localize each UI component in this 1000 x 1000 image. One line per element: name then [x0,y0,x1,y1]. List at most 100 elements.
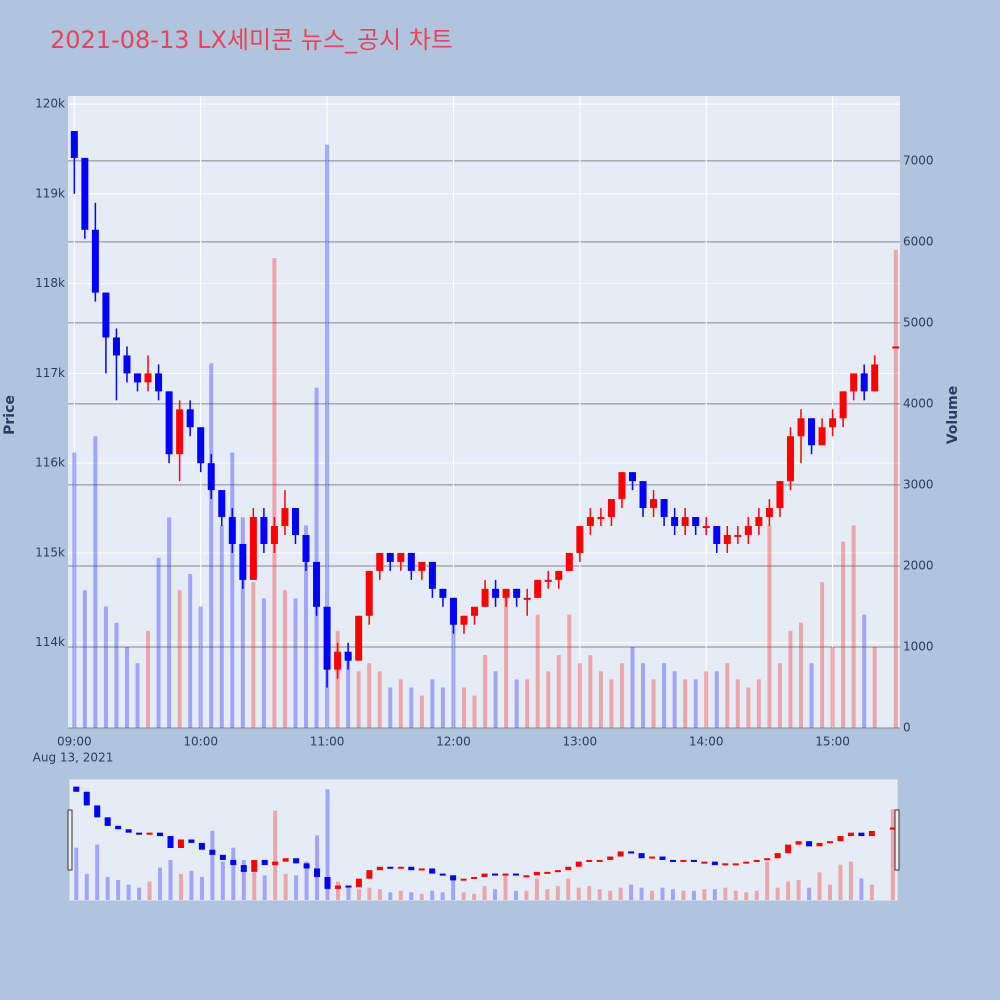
volume-bar [556,655,561,728]
volume-bar [619,663,624,728]
candle-body [702,526,710,529]
mini-candle [816,842,823,847]
volume-bar [567,614,572,728]
mini-volume-bar [430,890,435,900]
mini-volume-bar [765,861,770,900]
mini-volume-bar [576,887,581,900]
mini-candle [575,861,582,867]
candle-body [776,481,784,509]
mini-candle [722,863,729,866]
mini-volume-bar [356,889,361,900]
volume-bar [367,663,372,728]
volume-bar [272,258,277,728]
mini-volume-bar [681,890,686,900]
candle-body [586,517,594,527]
volume-bar [493,671,498,728]
mini-candle [565,866,572,871]
candle-body [839,391,847,419]
candle-body [112,337,120,356]
volume-bar [261,598,266,728]
volume-bar [777,663,782,728]
candle-body [355,615,363,661]
x-tick-label: 12:00 [436,735,471,749]
mini-volume-bar [723,887,728,900]
mini-candle [230,859,237,866]
mini-candle [366,870,373,879]
mini-candle [94,805,101,818]
mini-candle [272,861,279,866]
mini-volume-bar [199,876,204,900]
mini-candle [345,885,352,888]
mini-candle [146,832,153,835]
y2-tick-label: 3000 [903,477,934,491]
candle-body [660,499,668,518]
candle-body [460,615,468,625]
mini-volume-bar [178,873,183,900]
y-tick-label: 114k [35,635,65,649]
candle-body [513,588,521,598]
mini-volume-bar [786,881,791,900]
mini-volume-bar [74,847,79,900]
candle-body [692,517,700,527]
mini-candle [125,829,132,833]
volume-bar [756,679,761,728]
mini-volume-bar [189,870,194,900]
volume-bar [346,655,351,728]
mini-volume-bar [252,872,257,900]
candle-body [544,579,552,582]
mini-volume-bar [608,890,613,900]
mini-candle [481,873,488,877]
volume-bar [651,679,656,728]
mini-candle [889,827,896,830]
candle-body [260,517,268,544]
mini-candle [418,868,425,871]
mini-candle [471,876,478,879]
volume-bar [672,671,677,728]
candle-body [892,346,900,349]
volume-bar [641,663,646,728]
mini-candle [334,885,341,889]
mini-volume-bar [325,789,330,900]
volume-bar [209,363,214,728]
mini-volume-bar [168,860,173,900]
mini-volume-bar [691,890,696,900]
mini-candle [659,856,666,860]
y2-tick-label: 0 [903,721,911,735]
mini-volume-bar [137,887,142,900]
mini-candle [544,871,551,874]
mini-candle [628,851,635,854]
candle-body [786,436,794,482]
mini-candle [638,853,645,859]
mini-volume-bar [513,890,518,900]
volume-bar [72,452,77,728]
volume-bar [314,387,319,728]
mini-candle [387,866,394,869]
mini-volume-bar [744,892,749,900]
volume-bar [230,452,235,728]
mini-volume-bar [126,884,131,900]
candle-body [344,651,352,661]
y2-tick-label: 7000 [903,153,934,167]
mini-volume-bar [618,887,623,900]
volume-bar [240,517,245,728]
mini-volume-bar [335,881,340,900]
volume-bar [525,679,530,728]
y-tick-label: 116k [35,456,65,470]
mini-candle [408,866,415,871]
mini-volume-bar [419,893,424,900]
mini-volume-bar [817,872,822,900]
candle-body [428,561,436,589]
candle-body [376,552,384,571]
volume-bar [377,671,382,728]
candle-body [302,534,310,562]
volume-bar [356,671,361,728]
mini-volume-bar [650,890,655,900]
y-tick-label: 115k [35,545,65,559]
candle-body [418,561,426,571]
mini-volume-bar [733,890,738,900]
volume-bar [514,679,519,728]
y2-tick-label: 1000 [903,639,934,653]
mini-candle [261,859,268,866]
candle-body [471,606,479,616]
mini-candle [596,859,603,862]
